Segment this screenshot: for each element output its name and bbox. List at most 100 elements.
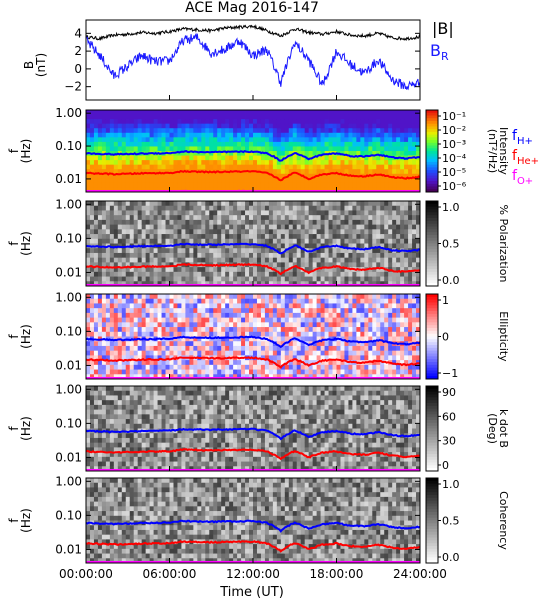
heatmap-cell (193, 370, 197, 375)
heatmap-cell (102, 272, 106, 277)
heatmap-cell (313, 313, 317, 318)
heatmap-cell (352, 262, 356, 267)
heatmap-cell (376, 183, 380, 188)
heatmap-cell (265, 229, 269, 234)
heatmap-cell (130, 443, 134, 448)
heatmap-cell (130, 400, 134, 405)
heatmap-cell (126, 303, 130, 308)
heatmap-cell (261, 115, 265, 120)
heatmap-cell (122, 443, 126, 448)
heatmap-cell (281, 115, 285, 120)
heatmap-cell (201, 115, 205, 120)
heatmap-cell (372, 294, 376, 299)
heatmap-cell (86, 174, 90, 179)
heatmap-cell (98, 133, 102, 138)
heatmap-cell (285, 318, 289, 323)
heatmap-cell (170, 365, 174, 370)
heatmap-cell (309, 308, 313, 313)
heatmap-cell (122, 160, 126, 165)
heatmap-cell (249, 313, 253, 318)
heatmap-cell (138, 142, 142, 147)
heatmap-cell (213, 133, 217, 138)
heatmap-cell (392, 355, 396, 360)
heatmap-cell (408, 303, 412, 308)
heatmap-cell (408, 346, 412, 351)
colorbar-swatch (426, 204, 438, 207)
heatmap-cell (277, 327, 281, 332)
heatmap-cell (273, 272, 277, 277)
heatmap-cell (110, 313, 114, 318)
heatmap-cell (201, 318, 205, 323)
heatmap-cell (392, 277, 396, 282)
heatmap-cell (197, 272, 201, 277)
heatmap-cell (98, 443, 102, 448)
heatmap-cell (253, 258, 257, 263)
heatmap-cell (217, 322, 221, 327)
heatmap-cell (205, 248, 209, 253)
heatmap-cell (408, 151, 412, 156)
heatmap-cell (241, 258, 245, 263)
heatmap-cell (233, 346, 237, 351)
heatmap-cell (356, 239, 360, 244)
heatmap-cell (189, 351, 193, 356)
heatmap-cell (388, 229, 392, 234)
heatmap-cell (241, 346, 245, 351)
heatmap-cell (408, 142, 412, 147)
heatmap-cell (201, 201, 205, 206)
heatmap-cell (177, 248, 181, 253)
heatmap-cell (313, 346, 317, 351)
heatmap-cell (305, 299, 309, 304)
heatmap-cell (122, 424, 126, 429)
heatmap-cell (309, 160, 313, 165)
heatmap-cell (225, 299, 229, 304)
heatmap-cell (114, 341, 118, 346)
heatmap-cell (348, 229, 352, 234)
heatmap-cell (181, 174, 185, 179)
heatmap-cell (237, 215, 241, 220)
heatmap-cell (189, 165, 193, 170)
heatmap-cell (122, 386, 126, 391)
heatmap-cell (396, 355, 400, 360)
heatmap-cell (221, 128, 225, 133)
heatmap-cell (333, 258, 337, 263)
heatmap-cell (162, 225, 166, 230)
heatmap-cell (400, 346, 404, 351)
heatmap-cell (325, 225, 329, 230)
heatmap-cell (273, 165, 277, 170)
heatmap-cell (321, 365, 325, 370)
heatmap-cell (118, 258, 122, 263)
heatmap-cell (301, 313, 305, 318)
heatmap-cell (118, 341, 122, 346)
heatmap-cell (408, 332, 412, 337)
heatmap-cell (396, 146, 400, 151)
heatmap-cell (173, 160, 177, 165)
heatmap-cell (408, 327, 412, 332)
heatmap-cell (293, 220, 297, 225)
heatmap-cell (372, 351, 376, 356)
heatmap-cell (404, 253, 408, 258)
heatmap-cell (376, 215, 380, 220)
heatmap-cell (142, 133, 146, 138)
heatmap-cell (90, 346, 94, 351)
heatmap-cell (126, 115, 130, 120)
heatmap-cell (388, 244, 392, 249)
heatmap-cell (333, 365, 337, 370)
heatmap-cell (321, 332, 325, 337)
heatmap-cell (344, 201, 348, 206)
heatmap-cell (317, 142, 321, 147)
heatmap-cell (340, 124, 344, 129)
heatmap-cell (344, 210, 348, 215)
heatmap-cell (154, 201, 158, 206)
heatmap-cell (273, 337, 277, 342)
heatmap-cell (90, 294, 94, 299)
heatmap-cell (221, 267, 225, 272)
heatmap-cell (94, 220, 98, 225)
heatmap-cell (86, 313, 90, 318)
heatmap-cell (285, 137, 289, 142)
heatmap-cell (329, 183, 333, 188)
heatmap-cell (344, 183, 348, 188)
heatmap-cell (94, 258, 98, 263)
heatmap-cell (233, 210, 237, 215)
heatmap-cell (94, 433, 98, 438)
heatmap-cell (154, 234, 158, 239)
